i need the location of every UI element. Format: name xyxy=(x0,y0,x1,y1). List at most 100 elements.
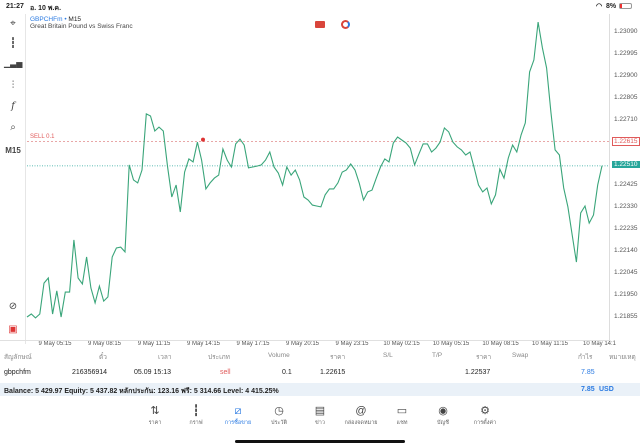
time-tick: 10 May 05:15 xyxy=(432,341,470,347)
chart-toolbar: ⌖ ┇ ▁▃▅ ⫶ f ⌕ M15 ⊘ ▣ xyxy=(0,14,26,344)
current-price-label: 1.22510 xyxy=(612,160,640,168)
time-tick: 9 May 17:15 xyxy=(236,341,270,347)
time-axis-line xyxy=(0,340,610,341)
nav-quotes[interactable]: ⇅ ราคา xyxy=(133,404,177,427)
nav-label: แชท xyxy=(396,420,408,426)
balance-bar: Balance: 5 429.97 Equity: 5 437.82 หลักป… xyxy=(0,383,640,396)
price-tick: 1.21855 xyxy=(614,313,638,320)
balance-summary: Balance: 5 429.97 Equity: 5 437.82 หลักป… xyxy=(4,388,279,395)
time-tick: 9 May 05:15 xyxy=(38,341,72,347)
price-tick: 1.22805 xyxy=(614,93,638,101)
chart-header: GBPCHFm • M15 Great Britain Pound vs Swi… xyxy=(30,16,133,30)
status-date: อ. 10 พ.ค. xyxy=(30,5,62,12)
nav-label: ข่าว xyxy=(315,420,325,426)
status-time: 21:27 xyxy=(6,3,24,10)
time-tick: 9 May 20:15 xyxy=(285,341,320,347)
status-bar: 21:27 อ. 10 พ.ค. ◠ 8% xyxy=(0,0,640,13)
nav-label: กล่องจดหมาย xyxy=(344,420,378,426)
price-tick: 1.23090 xyxy=(614,28,638,35)
nav-label: การซื้อขาย xyxy=(224,420,252,426)
symbol-label[interactable]: GBPCHFm xyxy=(30,16,63,23)
row-time: 05.09 15:13 xyxy=(134,369,171,376)
settings-sliders-icon[interactable]: ⫶ xyxy=(11,80,15,91)
row-type: sell xyxy=(220,369,231,376)
time-tick: 10 May 08:15 xyxy=(482,341,519,347)
row-current-price: 1.22537 xyxy=(465,369,491,376)
function-icon[interactable]: f xyxy=(11,101,15,112)
crosshair-icon[interactable]: ⌖ xyxy=(10,18,16,29)
col-sl: S/L xyxy=(383,352,393,359)
nav-mailbox[interactable]: @ กล่องจดหมาย xyxy=(339,404,383,427)
time-tick: 9 May 08:15 xyxy=(87,341,122,347)
col-current-price: ราคา xyxy=(476,354,492,361)
price-chart[interactable] xyxy=(0,0,640,350)
nav-settings[interactable]: ⚙ การตั้งค่า xyxy=(463,404,507,427)
nav-history[interactable]: ◷ ประวัติ xyxy=(257,404,301,427)
col-swap: Swap xyxy=(512,352,529,359)
wifi-icon: ◠ xyxy=(596,3,603,10)
quotes-icon: ⇅ xyxy=(150,405,160,417)
history-icon: ◷ xyxy=(274,405,284,417)
time-tick: 9 May 23:15 xyxy=(335,341,369,347)
row-open-price: 1.22615 xyxy=(320,369,346,376)
account-icon: ◉ xyxy=(438,405,448,417)
nav-trade[interactable]: ⧄ การซื้อขาย xyxy=(216,404,260,427)
col-type: ประเภท xyxy=(208,354,230,361)
time-tick: 9 May 11:15 xyxy=(137,341,171,347)
objects-icon[interactable]: ⌕ xyxy=(10,122,16,133)
candlestick-icon[interactable]: ┇ xyxy=(9,38,17,49)
symbol-description: Great Britain Pound vs Swiss Franc xyxy=(30,23,133,30)
row-symbol: gbpchfm xyxy=(4,369,31,376)
bottom-nav: ⇅ ราคา ┇ กราฟ ⧄ การซื้อขาย ◷ ประวัติ ▤ ข่าว @… xyxy=(0,404,640,434)
price-tick: 1.22330 xyxy=(614,203,638,211)
time-tick: 10 May 14:1 xyxy=(582,341,617,347)
col-symbol: สัญลักษณ์ xyxy=(4,354,32,361)
col-comment: หมายเหตุ xyxy=(609,354,636,361)
trade-icon: ⧄ xyxy=(234,405,242,417)
price-tick: 1.22140 xyxy=(614,247,638,255)
nav-label: กราฟ xyxy=(189,420,203,426)
indicators-icon[interactable]: ▁▃▅ xyxy=(4,59,23,68)
timeframe-label: M15 xyxy=(68,16,82,23)
one-click-trading-icon[interactable] xyxy=(315,21,325,28)
price-tick: 1.21950 xyxy=(614,291,638,299)
nav-account[interactable]: ◉ บัญชี xyxy=(421,404,465,427)
entry-marker xyxy=(201,137,205,142)
price-tick: 1.22995 xyxy=(614,49,638,57)
home-indicator[interactable] xyxy=(235,440,405,443)
currency: USD xyxy=(599,386,614,393)
mailbox-icon: @ xyxy=(355,405,367,417)
order-price-label: 1.22615 xyxy=(612,136,640,146)
indicator-toggle-icon[interactable] xyxy=(341,20,350,29)
row-volume: 0.1 xyxy=(282,369,292,376)
nav-news[interactable]: ▤ ข่าว xyxy=(298,404,342,427)
price-tick: 1.22710 xyxy=(614,115,638,123)
timeframe-button[interactable]: M15 xyxy=(5,146,21,155)
trade-panel-icon[interactable]: ▣ xyxy=(8,324,18,335)
nav-chart[interactable]: ┇ กราฟ xyxy=(174,404,218,427)
chart-icon: ┇ xyxy=(192,405,200,417)
nav-label: การตั้งค่า xyxy=(473,420,497,426)
price-axis-line xyxy=(609,14,610,342)
price-tick: 1.22045 xyxy=(614,269,638,277)
col-volume: Volume xyxy=(268,352,290,359)
col-tp: T/P xyxy=(432,352,443,359)
row-ticket: 216356914 xyxy=(72,369,108,376)
time-tick: 9 May 14:15 xyxy=(186,341,221,347)
price-series-line xyxy=(26,22,603,319)
time-tick: 10 May 11:15 xyxy=(532,341,568,347)
battery-icon xyxy=(619,3,632,9)
battery-percent: 8% xyxy=(606,3,617,10)
settings-icon: ⚙ xyxy=(480,405,490,417)
nav-label: ประวัติ xyxy=(270,420,288,426)
zoom-chart-icon[interactable]: ⊘ xyxy=(8,301,18,312)
col-time: เวลา xyxy=(158,354,172,361)
col-price: ราคา xyxy=(330,354,346,361)
price-tick: 1.22235 xyxy=(614,225,638,233)
col-ticket: ตั๋ว xyxy=(99,354,107,361)
nav-chat[interactable]: ▭ แชท xyxy=(380,404,424,427)
sell-order-label: SELL 0.1 xyxy=(30,133,55,140)
separator: • xyxy=(64,16,67,23)
nav-label: บัญชี xyxy=(437,420,449,426)
nav-label: ราคา xyxy=(148,420,162,426)
